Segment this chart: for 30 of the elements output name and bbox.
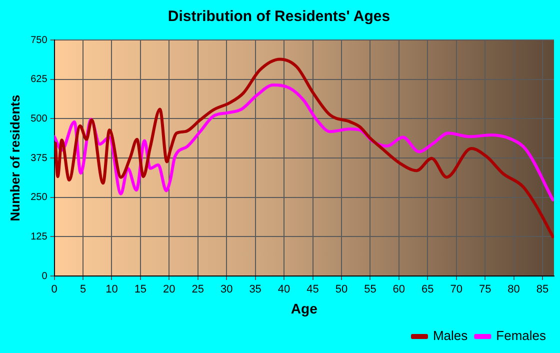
y-tick-label: 375 (30, 152, 48, 164)
x-tick-label: 55 (364, 284, 376, 296)
x-tick-label: 80 (508, 284, 520, 296)
y-tick-label: 250 (30, 192, 48, 204)
x-tick-label: 30 (220, 284, 233, 296)
y-tick-label: 500 (30, 113, 48, 124)
chart-title: Distribution of Residents' Ages (168, 8, 390, 26)
legend-label: Males (432, 328, 468, 344)
y-tick-label: 0 (42, 270, 48, 282)
x-tick-label: 45 (306, 284, 319, 296)
x-tick-label: 85 (536, 284, 549, 296)
legend-label: Females (496, 328, 546, 344)
x-tick-label: 25 (192, 284, 204, 296)
x-tick-label: 10 (106, 284, 118, 296)
x-tick-label: 20 (163, 284, 176, 296)
y-tick-label: 625 (30, 74, 48, 86)
x-tick-label: 75 (478, 284, 492, 296)
y-tick-label: 750 (30, 34, 48, 46)
x-tick-label: 65 (422, 284, 434, 296)
x-tick-label: 60 (392, 284, 406, 296)
y-tick-label: 125 (30, 231, 48, 242)
x-tick-label: 0 (51, 284, 58, 296)
x-axis-title: Age (290, 300, 318, 316)
x-tick-label: 5 (80, 284, 86, 296)
y-axis-title: Number of residents (7, 94, 22, 222)
x-tick-label: 15 (134, 284, 147, 296)
x-tick-label: 70 (450, 284, 462, 296)
x-tick-label: 50 (335, 284, 348, 296)
x-tick-label: 40 (278, 284, 290, 296)
x-tick-label: 35 (249, 284, 262, 296)
